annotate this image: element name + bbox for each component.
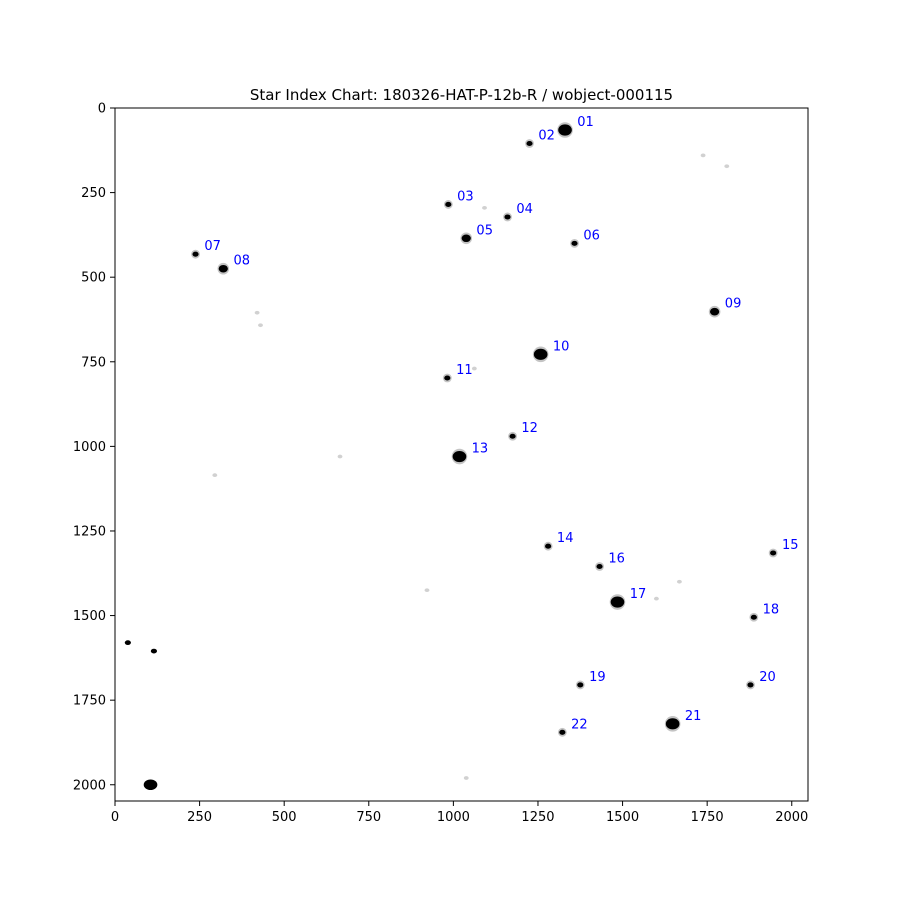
unlabeled-star-3: [424, 588, 430, 593]
star-label-layer: 01 02 03 04 05 06 07 08 09 10 11 12 13 14 15 16 17 18 19 20…: [204, 115, 798, 732]
star-label-01: 01: [577, 115, 594, 130]
star-label-08: 08: [233, 254, 250, 269]
star-label-06: 06: [583, 228, 600, 243]
star-label-05: 05: [476, 223, 493, 238]
star-label-15: 15: [782, 538, 799, 553]
unlabeled-star-7: [471, 366, 477, 371]
unlabeled-star-9: [212, 473, 218, 478]
star-label-13: 13: [472, 442, 489, 457]
star-label-09: 09: [725, 297, 742, 312]
x-tick-label-2000: 2000: [775, 810, 808, 825]
star-21: [665, 718, 680, 730]
y-tick-label-1500: 1500: [73, 609, 106, 624]
y-tick-label-750: 750: [81, 355, 106, 370]
star-13: [452, 450, 467, 463]
star-label-02: 02: [538, 129, 555, 144]
y-tick-label-1750: 1750: [73, 694, 106, 709]
star-label-21: 21: [685, 709, 702, 724]
star-11: [444, 375, 451, 381]
unlabeled-star-2: [150, 648, 157, 654]
x-tick-label-1000: 1000: [437, 810, 470, 825]
x-tick-label-1500: 1500: [606, 810, 639, 825]
star-08: [218, 264, 228, 273]
star-10: [533, 348, 548, 360]
x-tick-label-500: 500: [272, 810, 297, 825]
y-tick-label-2000: 2000: [73, 778, 106, 793]
unlabeled-star-5: [700, 153, 706, 158]
star-18: [750, 614, 757, 620]
unlabeled-star-10: [254, 310, 260, 315]
unlabeled-star-11: [258, 323, 263, 328]
y-axis: 0 250 500 750 1000 1250 1500 1750 2000: [73, 102, 115, 793]
star-label-10: 10: [553, 339, 570, 354]
star-02: [526, 141, 533, 147]
x-tick-label-250: 250: [187, 810, 212, 825]
y-tick-label-1000: 1000: [73, 440, 106, 455]
star-14: [545, 543, 552, 549]
x-axis: 0 250 500 750 1000 1250 1500 1750 2000: [111, 801, 808, 825]
unlabeled-star-1: [124, 640, 131, 646]
sky-background-layer: [124, 153, 730, 791]
star-06: [571, 240, 578, 246]
star-label-20: 20: [759, 670, 776, 685]
star-label-19: 19: [589, 670, 606, 685]
star-label-22: 22: [571, 717, 588, 732]
star-01: [558, 124, 572, 136]
unlabeled-star-13: [724, 164, 730, 169]
star-22: [559, 729, 566, 735]
chart-title: Star Index Chart: 180326-HAT-P-12b-R / w…: [250, 86, 673, 104]
star-03: [445, 201, 452, 207]
star-label-07: 07: [204, 239, 221, 254]
star-label-12: 12: [521, 421, 538, 436]
x-tick-label-0: 0: [111, 810, 119, 825]
unlabeled-star-4: [463, 776, 469, 780]
star-label-11: 11: [456, 363, 473, 378]
unlabeled-star-14: [676, 579, 682, 584]
y-tick-label-0: 0: [98, 102, 106, 117]
x-tick-label-750: 750: [356, 810, 381, 825]
unlabeled-star-6: [482, 205, 487, 210]
x-tick-label-1250: 1250: [521, 810, 554, 825]
star-15: [770, 550, 777, 556]
star-layer: [191, 122, 778, 737]
star-label-04: 04: [516, 202, 533, 217]
star-09: [709, 307, 720, 316]
unlabeled-star-12: [653, 596, 659, 601]
plot-frame: [114, 107, 809, 802]
star-20: [747, 682, 754, 688]
star-07: [192, 251, 199, 257]
y-tick-label-250: 250: [81, 186, 106, 201]
star-label-03: 03: [457, 189, 474, 204]
star-12: [509, 433, 516, 439]
star-05: [461, 234, 471, 243]
y-tick-label-500: 500: [81, 271, 106, 286]
unlabeled-star-8: [337, 454, 343, 459]
y-tick-label-1250: 1250: [73, 524, 106, 539]
star-label-16: 16: [608, 552, 625, 567]
star-label-18: 18: [763, 602, 780, 617]
star-16: [596, 563, 603, 570]
x-tick-label-1750: 1750: [691, 810, 724, 825]
star-04: [504, 214, 511, 220]
star-17: [610, 596, 625, 608]
star-label-17: 17: [630, 587, 647, 602]
unlabeled-star-0: [143, 779, 158, 791]
star-19: [577, 682, 584, 688]
star-label-14: 14: [557, 531, 574, 546]
